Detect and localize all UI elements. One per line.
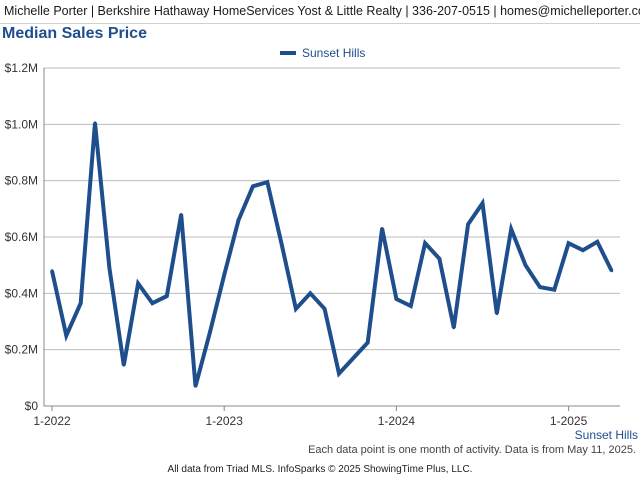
data-point [222, 273, 226, 277]
data-point [265, 180, 269, 184]
data-footnote: Each data point is one month of activity… [308, 444, 636, 456]
y-tick-label: $0 [25, 399, 39, 413]
data-point [64, 334, 68, 338]
data-point [337, 372, 341, 376]
data-point [409, 304, 413, 308]
data-point [323, 307, 327, 311]
data-point [136, 281, 140, 285]
x-tick-label: 1-2022 [33, 414, 71, 428]
y-tick-label: $1.2M [5, 61, 38, 75]
data-point [122, 363, 126, 367]
data-point [567, 241, 571, 245]
data-point [581, 248, 585, 252]
data-point [93, 121, 97, 125]
data-credit: All data from Triad MLS. InfoSparks © 20… [167, 464, 473, 475]
data-point [610, 269, 614, 273]
data-point [423, 241, 427, 245]
data-point [509, 227, 513, 231]
chart-title: Median Sales Price [2, 25, 147, 42]
legend[interactable]: Sunset Hills [280, 46, 365, 60]
x-tick-label: 1-2023 [206, 414, 244, 428]
x-tick-label: 1-2024 [378, 414, 416, 428]
y-tick-label: $0.8M [5, 174, 38, 188]
data-point [194, 384, 197, 388]
series-line [50, 122, 614, 387]
data-point [294, 307, 298, 311]
data-point [79, 301, 83, 305]
x-end-label: Sunset Hills [575, 428, 638, 442]
y-axis: $0 $0.2M $0.4M $0.6M $0.8M $1.0M $1.2M [5, 61, 45, 413]
data-point [165, 294, 169, 298]
data-point [481, 201, 484, 205]
data-point [179, 212, 183, 216]
legend-swatch [280, 51, 296, 55]
x-tick-label: 1-2025 [550, 414, 588, 428]
data-point [437, 257, 441, 261]
data-point [251, 184, 255, 188]
data-point [394, 297, 398, 301]
data-point [452, 326, 456, 330]
data-point [208, 331, 212, 335]
data-point [150, 301, 154, 305]
data-point [366, 341, 370, 345]
data-point [107, 266, 111, 270]
data-point [595, 240, 599, 244]
contact-header: Michelle Porter | Berkshire Hathaway Hom… [0, 0, 640, 24]
data-point [237, 218, 241, 222]
data-point [524, 263, 528, 267]
data-point [380, 227, 384, 231]
data-point [552, 288, 556, 292]
y-tick-label: $0.4M [5, 286, 38, 300]
series-layer [50, 121, 614, 388]
legend-label: Sunset Hills [302, 46, 366, 60]
data-point [538, 285, 542, 289]
data-point [351, 356, 355, 360]
y-tick-label: $0.2M [5, 343, 38, 357]
y-tick-label: $0.6M [5, 230, 38, 244]
y-tick-label: $1.0M [5, 117, 38, 131]
data-point [280, 242, 284, 246]
grid-lines [44, 67, 620, 407]
data-point [308, 291, 312, 295]
data-point [50, 269, 54, 273]
data-point [466, 222, 470, 226]
data-point [495, 312, 499, 316]
